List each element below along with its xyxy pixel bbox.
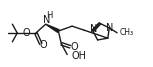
Text: O: O	[22, 28, 30, 38]
Text: CH₃: CH₃	[120, 28, 134, 37]
Text: O: O	[40, 40, 48, 50]
Text: N: N	[43, 15, 50, 25]
Polygon shape	[46, 24, 59, 32]
Text: H: H	[46, 11, 53, 20]
Text: N: N	[106, 23, 113, 33]
Text: OH: OH	[71, 51, 86, 61]
Text: N: N	[90, 24, 97, 34]
Text: O: O	[70, 42, 78, 52]
